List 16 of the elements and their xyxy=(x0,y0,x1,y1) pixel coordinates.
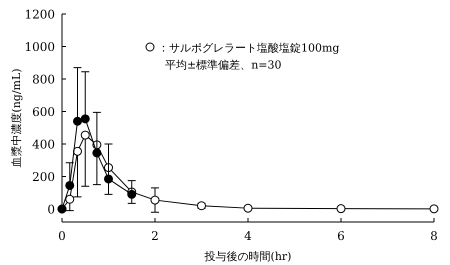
y-tick-label: 200 xyxy=(32,170,55,184)
x-tick-label: 8 xyxy=(430,229,438,243)
y-tick-label: 1000 xyxy=(24,40,55,54)
y-tick-label: 1200 xyxy=(24,8,55,22)
x-axis-title: 投与後の時間(hr) xyxy=(204,250,292,263)
legend: ：サルポグレラート塩酸塩錠100mg xyxy=(146,42,340,54)
x-tick-label: 6 xyxy=(337,229,345,243)
x-tick-label: 2 xyxy=(151,229,159,243)
y-tick-label: 800 xyxy=(32,72,55,86)
annotation: 平均±標準偏差、n=30 xyxy=(165,58,282,72)
y-tick-label: 400 xyxy=(32,138,55,152)
y-tick-label: 600 xyxy=(32,105,55,119)
y-tick-label: 0 xyxy=(47,202,55,216)
x-tick-label: 0 xyxy=(58,229,66,243)
x-tick-label: 4 xyxy=(244,229,252,243)
y-axis-title: 血漿中濃度(ng/mL) xyxy=(10,68,23,168)
